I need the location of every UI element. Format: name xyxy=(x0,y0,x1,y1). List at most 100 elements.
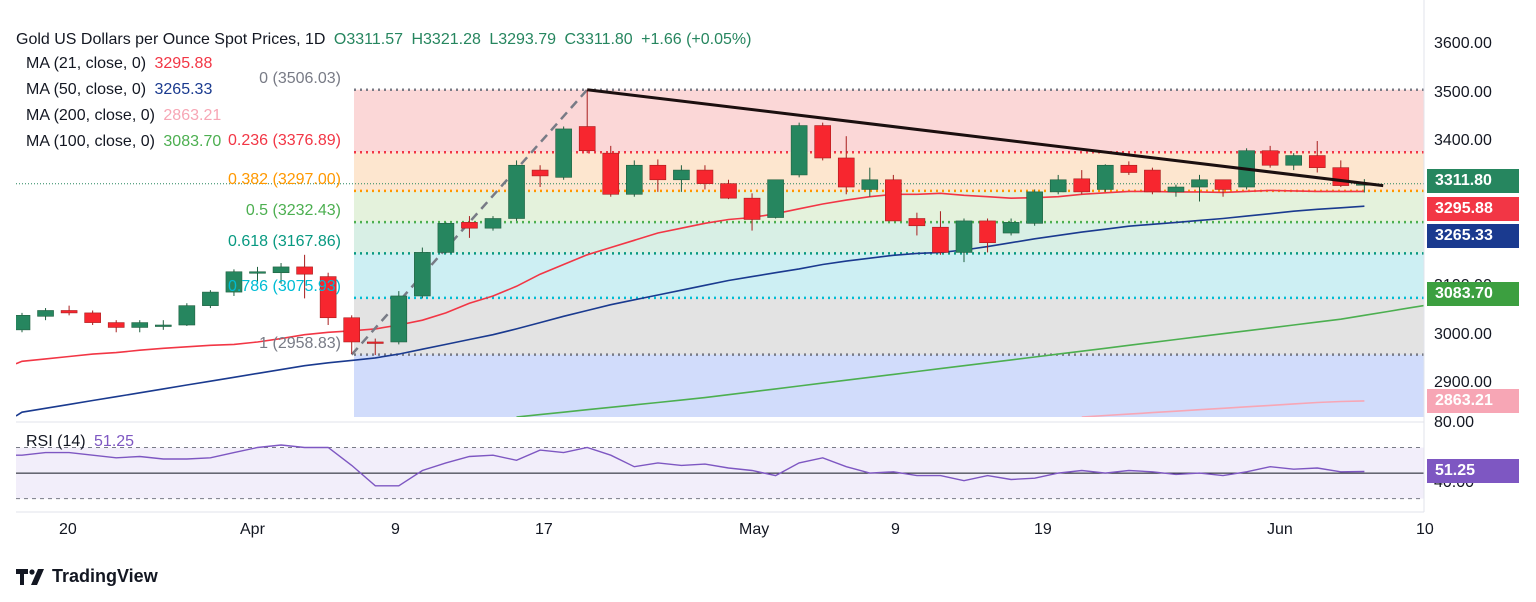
candle-body xyxy=(1167,186,1185,193)
candle-body xyxy=(1120,164,1138,173)
fib-label-0.618: 0.618 (3167.86) xyxy=(228,233,341,251)
candle-body xyxy=(955,220,973,253)
fib-zone-1 xyxy=(354,354,1424,417)
candle-body xyxy=(319,276,337,319)
fib-label-0.786: 0.786 (3075.93) xyxy=(228,277,341,295)
fib-zone-0.618 xyxy=(354,253,1424,298)
candle-body xyxy=(1073,178,1091,193)
tradingview-logo-icon xyxy=(16,568,44,585)
legend-value: 3083.70 xyxy=(163,133,222,150)
candle-body xyxy=(720,183,737,199)
candle-body xyxy=(1308,155,1326,168)
candle-body xyxy=(60,310,78,314)
candle-body xyxy=(1097,164,1114,190)
legend-label: MA (200, close, 0) xyxy=(26,107,155,124)
candle-body xyxy=(673,169,690,181)
candle-body xyxy=(272,266,290,274)
candle-body xyxy=(437,223,455,253)
ma-line-1 xyxy=(16,205,1365,417)
candle-body xyxy=(1285,155,1302,166)
brand-name: TradingView xyxy=(52,566,158,586)
candle-body xyxy=(16,315,31,331)
time-tick: 9 xyxy=(891,521,900,538)
fib-label-0.5: 0.5 (3232.43) xyxy=(245,202,341,220)
time-tick: Jun xyxy=(1267,521,1293,538)
legend-ma50: MA (50, close, 0) 3265.33 xyxy=(26,80,216,100)
ma-line-2 xyxy=(516,304,1424,417)
ma-line-3 xyxy=(1081,400,1365,417)
ohlc-low: L3293.79 xyxy=(489,31,557,48)
rsi-value: 51.25 xyxy=(94,433,135,450)
candle-body xyxy=(296,266,313,275)
candle-body xyxy=(1332,167,1350,186)
fib-zone-0 xyxy=(354,89,1424,153)
candle-body xyxy=(790,125,808,176)
price-badge: 2863.21 xyxy=(1427,388,1519,413)
time-tick: Apr xyxy=(240,521,265,538)
candle-body xyxy=(932,226,949,253)
candle-body xyxy=(131,322,149,328)
rsi-tick: 80.00 xyxy=(1434,414,1475,431)
candle-body xyxy=(366,341,384,344)
tradingview-logo[interactable]: TradingView xyxy=(16,566,158,587)
candle-body xyxy=(1261,150,1279,166)
time-tick: 20 xyxy=(59,521,77,538)
fib-label-0.236: 0.236 (3376.89) xyxy=(228,132,341,150)
rsi-legend: RSI (14) 51.25 xyxy=(26,432,138,452)
chart-header: Gold US Dollars per Ounce Spot Prices, 1… xyxy=(16,30,755,50)
candle-body xyxy=(84,312,101,323)
candle-body xyxy=(202,291,219,306)
legend-ma100: MA (100, close, 0) 3083.70 xyxy=(26,132,225,152)
legend-label: MA (21, close, 0) xyxy=(26,55,147,72)
fib-label-0.382: 0.382 (3297.00) xyxy=(228,170,341,188)
candle-body xyxy=(908,218,926,227)
candle-body xyxy=(508,164,525,219)
candle-body xyxy=(625,164,643,195)
rsi-label: RSI (14) xyxy=(26,433,86,450)
candle-body xyxy=(531,169,549,177)
candle-body xyxy=(767,179,784,218)
symbol-title: Gold US Dollars per Ounce Spot Prices, 1… xyxy=(16,31,326,48)
price-tick: 3000.00 xyxy=(1434,325,1492,343)
candle-body xyxy=(743,197,761,220)
price-badge: 3295.88 xyxy=(1427,196,1519,221)
candle-body xyxy=(1049,179,1067,193)
legend-ma21: MA (21, close, 0) 3295.88 xyxy=(26,54,216,74)
candle-body xyxy=(225,271,243,293)
candle-body xyxy=(861,179,879,190)
candle-body xyxy=(885,179,902,222)
candle-body xyxy=(390,295,408,343)
candle-body xyxy=(1191,179,1208,188)
price-badge: 3311.80 xyxy=(1427,168,1519,193)
candle-body xyxy=(979,220,996,244)
fib-zone-0.5 xyxy=(354,222,1424,254)
price-badge: 3083.70 xyxy=(1427,282,1519,307)
candle-body xyxy=(1144,169,1161,193)
candle-body xyxy=(649,164,667,181)
price-tick: 3400.00 xyxy=(1434,132,1492,150)
ohlc-open: O3311.57 xyxy=(333,31,404,48)
fib-label-0: 0 (3506.03) xyxy=(259,69,341,87)
fib-label-1: 1 (2958.83) xyxy=(259,334,341,352)
descending-trendline xyxy=(587,88,1384,188)
candle-body xyxy=(1026,191,1043,224)
legend-label: MA (50, close, 0) xyxy=(26,81,147,98)
candle-body xyxy=(1002,222,1020,234)
candle-body xyxy=(107,322,125,328)
candle-body xyxy=(343,317,361,343)
legend-value: 3265.33 xyxy=(154,81,213,98)
time-tick: 10 xyxy=(1416,521,1434,538)
candle-body xyxy=(37,310,54,317)
price-series-group xyxy=(16,88,1424,417)
rsi-line xyxy=(16,444,1365,487)
candle-body xyxy=(837,157,855,188)
price-tick: 3600.00 xyxy=(1434,35,1492,53)
candle-body xyxy=(578,126,596,152)
candle-body xyxy=(461,222,478,229)
candle-body xyxy=(814,125,832,159)
price-tick: 2900.00 xyxy=(1434,374,1492,392)
price-tick: 3500.00 xyxy=(1434,83,1492,101)
candle-body xyxy=(249,271,266,274)
legend-value: 3295.88 xyxy=(154,55,213,72)
